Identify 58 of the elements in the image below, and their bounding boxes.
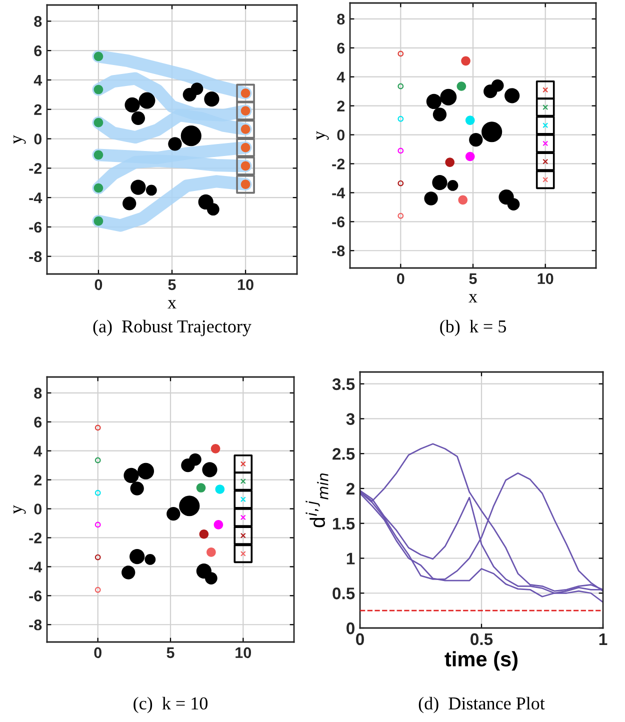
x-axis-title: time (s): [444, 651, 518, 671]
y-tick-label: 3: [346, 413, 355, 425]
y-tick-label: -4: [29, 192, 42, 204]
y-tick-label: -8: [332, 245, 345, 256]
x-tick-label: 10: [538, 273, 554, 284]
y-tick-label: 6: [34, 416, 42, 428]
y-tick-label: -6: [29, 222, 42, 233]
x-tick-label: 0: [94, 279, 102, 290]
x-tick-label: 0.5: [470, 633, 493, 646]
y-tick-label: 8: [337, 14, 345, 25]
text: (d) Distance Plot: [418, 696, 545, 714]
y-axis-title: d$^{i,j}$$_{min}$: [306, 473, 328, 528]
y-tick-label: 8: [34, 16, 42, 27]
y-tick-label: 3.5: [332, 378, 355, 390]
y-tick-label: -2: [29, 163, 42, 174]
y-axis-title: y: [14, 505, 26, 514]
x-tick-label: 5: [168, 279, 176, 290]
y-tick-label: 0.5: [332, 588, 355, 600]
y-tick-label: 1.5: [333, 518, 355, 530]
y-tick-label: 2.5: [332, 448, 355, 460]
y-tick-label: 4: [336, 72, 346, 82]
y-tick-label: -6: [332, 216, 345, 228]
y-axis-title: y: [316, 131, 329, 140]
y-tick-label: 8: [34, 388, 42, 399]
x-tick-label: 10: [236, 647, 252, 658]
y-tick-label: 6: [34, 45, 42, 56]
y-tick-label: 2: [34, 474, 42, 486]
y-tick-label: -6: [29, 590, 42, 602]
y-tick-label: 6: [337, 42, 345, 54]
y-tick-label: 2: [346, 482, 354, 495]
y-tick-label: 4: [34, 446, 42, 456]
x-tick-label: 0: [94, 647, 102, 658]
y-tick-label: -4: [29, 562, 42, 572]
x-tick-label: 1: [599, 633, 608, 645]
y-tick-label: -4: [332, 188, 346, 198]
x-tick-label: 10: [238, 279, 254, 290]
x-tick-label: 5: [166, 647, 174, 658]
y-tick-label: 2: [34, 104, 42, 115]
x-axis-title: x: [168, 300, 176, 308]
y-tick-label: 1: [346, 552, 355, 564]
y-axis-title: y: [14, 135, 26, 144]
y-tick-label: -8: [29, 251, 42, 262]
y-tick-label: 0: [34, 504, 42, 514]
text: (c) k = 10: [134, 696, 208, 714]
y-tick-label: -2: [332, 158, 345, 170]
y-tick-label: 0: [346, 622, 354, 634]
x-tick-label: 0: [397, 273, 404, 284]
y-tick-label: 0: [337, 130, 345, 140]
y-tick-label: 4: [34, 74, 42, 86]
y-tick-label: -8: [29, 619, 42, 630]
x-tick-label: 5: [469, 273, 477, 284]
text: (b) k = 5: [440, 320, 506, 336]
text: (a) Robust Trajectory: [93, 320, 252, 336]
y-tick-label: 0: [34, 134, 42, 144]
x-tick-label: 0: [356, 633, 364, 646]
x-axis-title: x: [468, 294, 478, 302]
y-tick-label: 2: [337, 100, 345, 112]
y-tick-label: -2: [29, 532, 42, 544]
